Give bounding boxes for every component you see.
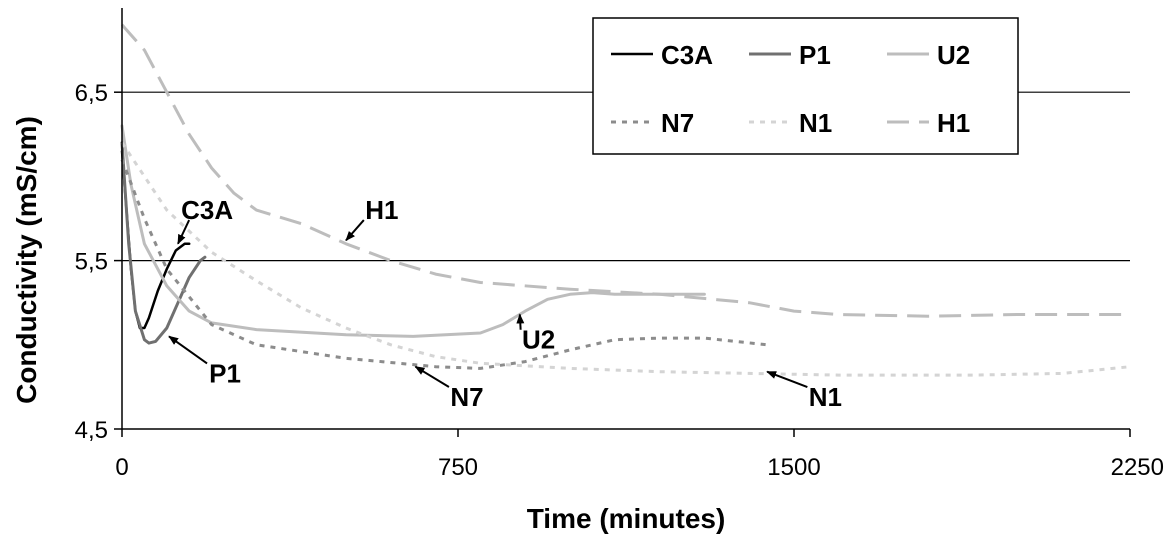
legend-label-n7: N7 <box>661 108 694 138</box>
x-tick-label: 0 <box>115 454 128 481</box>
series-line-u2 <box>120 124 706 338</box>
annotation-arrow <box>177 219 191 245</box>
annotation-arrow <box>414 365 450 388</box>
annotation-c3a: C3A <box>181 195 233 225</box>
annotation-arrow <box>345 219 365 242</box>
legend: C3A P1 U2 N7 N1 H1 <box>592 17 1019 155</box>
y-tick-label: 4,5 <box>75 417 108 444</box>
annotation-arrow <box>516 313 525 330</box>
annotation-h1: H1 <box>365 195 398 225</box>
y-axis-title: Conductivity (mS/cm) <box>11 116 42 404</box>
axes <box>114 8 1131 437</box>
legend-label-u2: U2 <box>937 40 970 70</box>
annotation-arrow <box>766 370 808 388</box>
x-tick-label: 1500 <box>767 454 820 481</box>
legend-box <box>592 17 1019 155</box>
annotation-n7: N7 <box>450 382 483 412</box>
annotation-p1: P1 <box>209 358 241 388</box>
y-tick-label: 6,5 <box>75 80 108 107</box>
annotations: C3A H1 P1 U2 N7 N1 <box>168 195 842 412</box>
legend-label-c3a: C3A <box>661 40 713 70</box>
x-tick-label: 2250 <box>1111 454 1164 481</box>
y-tick-label: 5,5 <box>75 249 108 276</box>
series-line-n7 <box>120 159 768 370</box>
legend-label-h1: H1 <box>937 108 970 138</box>
legend-label-p1: P1 <box>799 40 831 70</box>
x-tick-label: 750 <box>438 454 478 481</box>
series-line-h1 <box>120 23 1130 318</box>
annotation-n1: N1 <box>809 382 842 412</box>
series-line-p1 <box>120 141 207 345</box>
series-line-n1 <box>120 141 1131 377</box>
annotation-u2: U2 <box>522 325 555 355</box>
annotation-arrow <box>168 335 208 365</box>
legend-label-n1: N1 <box>799 108 832 138</box>
tick-labels: 0 750 1500 2250 4,5 5,5 6,5 <box>75 80 1164 481</box>
x-axis-title: Time (minutes) <box>527 503 726 534</box>
series-lines <box>120 23 1131 377</box>
